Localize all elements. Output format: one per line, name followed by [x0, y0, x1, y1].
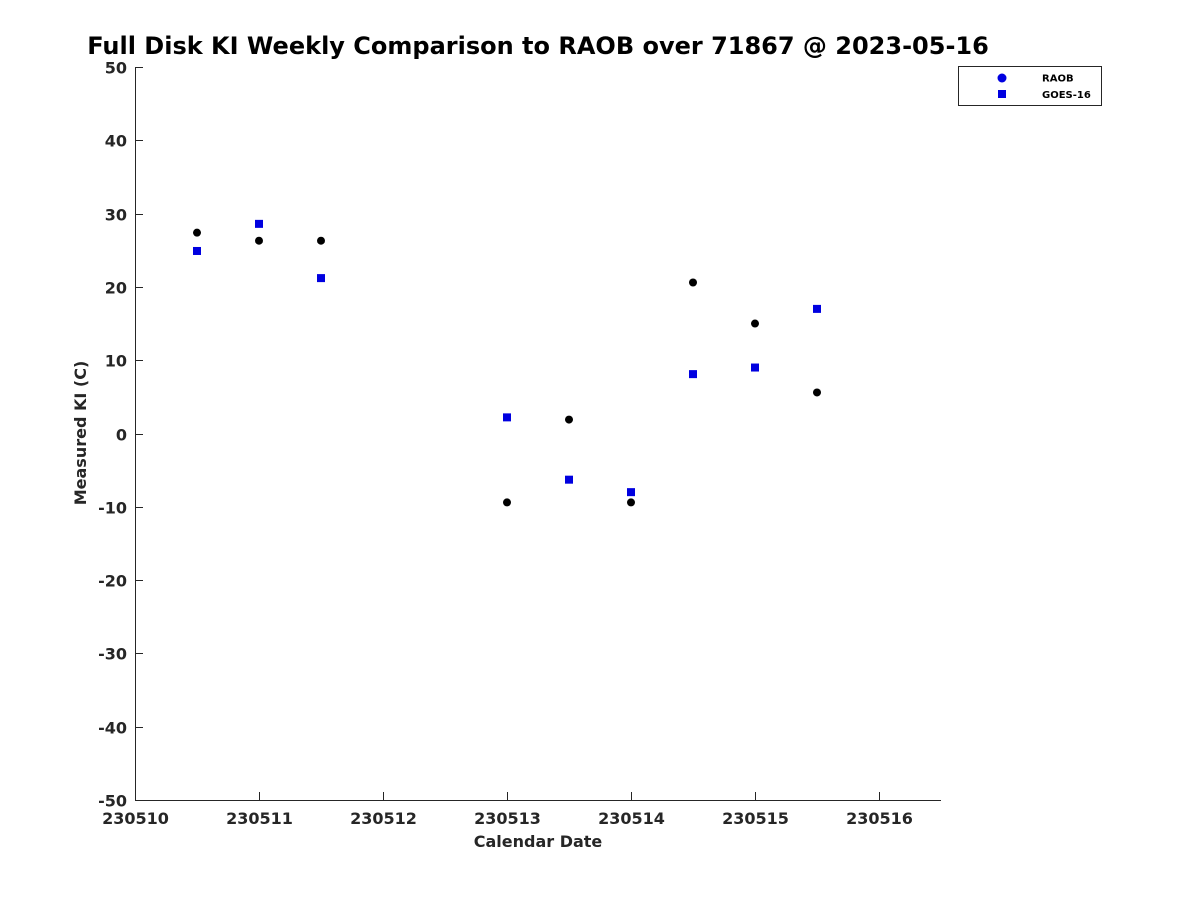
goes16-point [751, 363, 759, 372]
goes16-point [255, 219, 263, 228]
data-points [193, 219, 821, 507]
legend-label-goes16: GOES-16 [1042, 90, 1091, 101]
y-tick-label: 10 [105, 352, 127, 371]
raob-point [503, 498, 511, 507]
legend-label-raob: RAOB [1042, 74, 1074, 85]
x-tick-label: 230513 [474, 809, 541, 828]
chart-title: Full Disk KI Weekly Comparison to RAOB o… [87, 32, 989, 60]
raob-point [751, 319, 759, 328]
raob-point [565, 415, 573, 424]
goes16-point [193, 246, 201, 255]
goes16-point [565, 475, 573, 484]
series-goes-16 [193, 219, 821, 497]
x-tick-label: 230516 [846, 809, 913, 828]
x-tick-label: 230510 [102, 809, 169, 828]
raob-point [193, 228, 201, 237]
raob-point [689, 278, 697, 287]
y-tick-label: -20 [98, 572, 127, 591]
y-axis-label: Measured KI (C) [71, 361, 90, 506]
y-tick-label: -30 [98, 645, 127, 664]
series-raob [193, 228, 821, 507]
goes16-point [503, 413, 511, 422]
legend-marker-raob [997, 73, 1007, 83]
goes16-point [813, 304, 821, 313]
legend-marker-goes16 [998, 90, 1006, 98]
y-tick-label: 30 [105, 206, 127, 225]
y-tick-label: 40 [105, 132, 127, 151]
x-tick-label: 230515 [722, 809, 789, 828]
legend-box [958, 66, 1102, 106]
goes16-point [317, 274, 325, 283]
raob-point [627, 498, 635, 507]
y-tick-label: 50 [105, 59, 127, 78]
goes16-point [627, 488, 635, 497]
x-tick-label: 230512 [350, 809, 417, 828]
legend: RAOB GOES-16 [958, 66, 1102, 106]
raob-point [255, 236, 263, 245]
y-tick-label: 0 [116, 426, 127, 445]
raob-point [813, 388, 821, 397]
y-tick-label: 20 [105, 279, 127, 298]
y-tick-label: -50 [98, 792, 127, 811]
x-tick-label: 230514 [598, 809, 665, 828]
y-tick-label: -10 [98, 499, 127, 518]
goes16-point [689, 370, 697, 379]
raob-point [317, 236, 325, 245]
x-axis-label: Calendar Date [474, 832, 603, 851]
x-tick-label: 230511 [226, 809, 293, 828]
y-tick-label: -40 [98, 719, 127, 738]
